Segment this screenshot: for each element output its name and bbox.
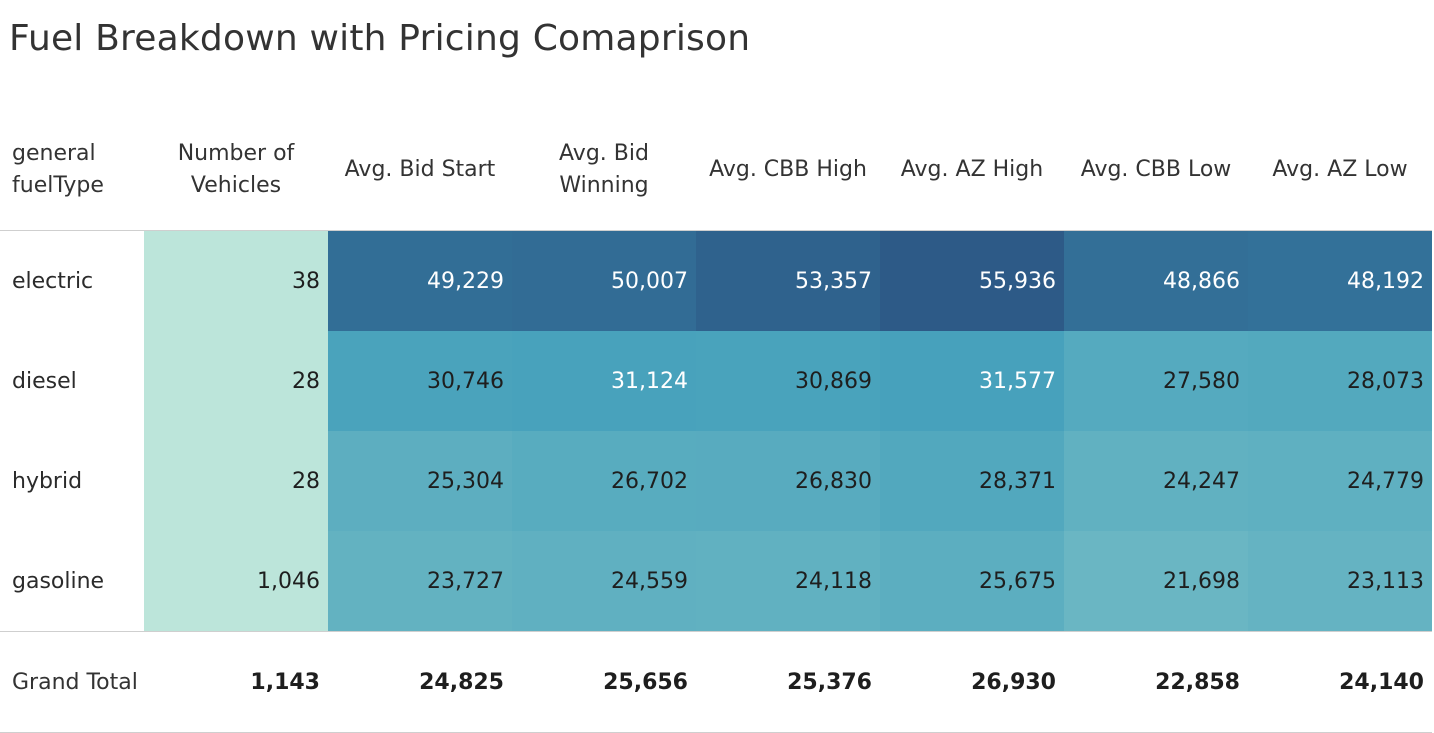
table-row: hybrid 28 25,304 26,702 26,830 28,371 24,247 24… — [0, 431, 1432, 531]
data-cell[interactable]: 28 — [144, 331, 328, 431]
column-header[interactable]: Avg. Bid Winning — [512, 110, 696, 231]
column-header[interactable]: Avg. Bid Start — [328, 110, 512, 231]
total-cell[interactable]: 24,825 — [328, 631, 512, 733]
total-cell[interactable]: 26,930 — [880, 631, 1064, 733]
data-cell[interactable]: 53,357 — [696, 230, 880, 331]
data-cell[interactable]: 31,577 — [880, 331, 1064, 431]
total-cell[interactable]: 24,140 — [1248, 631, 1432, 733]
column-header[interactable]: Avg. AZ High — [880, 110, 1064, 231]
row-label[interactable]: electric — [0, 230, 144, 331]
data-cell[interactable]: 25,304 — [328, 431, 512, 531]
total-cell[interactable]: 25,376 — [696, 631, 880, 733]
data-cell[interactable]: 30,869 — [696, 331, 880, 431]
row-label[interactable]: diesel — [0, 331, 144, 431]
data-cell[interactable]: 21,698 — [1064, 531, 1248, 632]
column-header[interactable]: Number of Vehicles — [144, 110, 328, 231]
data-cell[interactable]: 27,580 — [1064, 331, 1248, 431]
data-cell[interactable]: 50,007 — [512, 230, 696, 331]
data-cell[interactable]: 31,124 — [512, 331, 696, 431]
data-cell[interactable]: 48,192 — [1248, 230, 1432, 331]
data-cell[interactable]: 25,675 — [880, 531, 1064, 632]
column-header[interactable]: Avg. AZ Low — [1248, 110, 1432, 231]
data-cell[interactable]: 28,371 — [880, 431, 1064, 531]
grand-total-label[interactable]: Grand Total — [0, 631, 144, 733]
data-cell[interactable]: 24,247 — [1064, 431, 1248, 531]
data-cell[interactable]: 24,118 — [696, 531, 880, 632]
data-cell[interactable]: 55,936 — [880, 230, 1064, 331]
data-cell[interactable]: 30,746 — [328, 331, 512, 431]
data-cell[interactable]: 1,046 — [144, 531, 328, 632]
total-cell[interactable]: 22,858 — [1064, 631, 1248, 733]
column-header[interactable]: Avg. CBB Low — [1064, 110, 1248, 231]
grand-total-row: Grand Total 1,143 24,825 25,656 25,376 26,930… — [0, 631, 1432, 733]
row-label[interactable]: gasoline — [0, 531, 144, 632]
data-cell[interactable]: 26,702 — [512, 431, 696, 531]
data-cell[interactable]: 23,113 — [1248, 531, 1432, 632]
data-cell[interactable]: 28 — [144, 431, 328, 531]
header-row: general fuelType Number of Vehicles Avg.… — [0, 110, 1432, 231]
row-label[interactable]: hybrid — [0, 431, 144, 531]
total-cell[interactable]: 1,143 — [144, 631, 328, 733]
column-header[interactable]: Avg. CBB High — [696, 110, 880, 231]
data-cell[interactable]: 49,229 — [328, 230, 512, 331]
table-row: electric 38 49,229 50,007 53,357 55,936 48,866… — [0, 230, 1432, 331]
table-row: gasoline 1,046 23,727 24,559 24,118 25,675 21,… — [0, 531, 1432, 632]
table-row: diesel 28 30,746 31,124 30,869 31,577 27,580 28… — [0, 331, 1432, 431]
data-cell[interactable]: 24,779 — [1248, 431, 1432, 531]
crosstab-table: general fuelType Number of Vehicles Avg.… — [0, 110, 1432, 733]
data-cell[interactable]: 26,830 — [696, 431, 880, 531]
data-cell[interactable]: 28,073 — [1248, 331, 1432, 431]
data-cell[interactable]: 24,559 — [512, 531, 696, 632]
data-cell[interactable]: 48,866 — [1064, 230, 1248, 331]
data-cell[interactable]: 23,727 — [328, 531, 512, 632]
data-cell[interactable]: 38 — [144, 230, 328, 331]
page-title: Fuel Breakdown with Pricing Comaprison — [9, 18, 751, 59]
row-header[interactable]: general fuelType — [0, 110, 144, 231]
total-cell[interactable]: 25,656 — [512, 631, 696, 733]
